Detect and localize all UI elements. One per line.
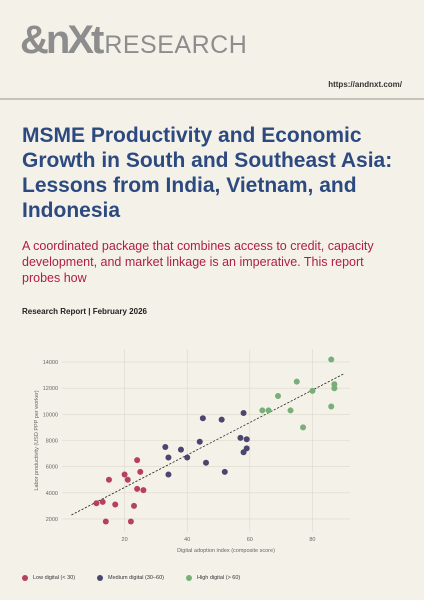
header-divider xyxy=(0,98,424,100)
data-point-series-2 xyxy=(293,378,300,385)
y-tick-label: 6000 xyxy=(46,465,58,471)
data-point-series-0 xyxy=(124,476,131,483)
x-tick-label: 40 xyxy=(184,537,190,543)
x-tick-label: 80 xyxy=(309,537,315,543)
data-point-series-2 xyxy=(275,393,281,400)
data-point-series-1 xyxy=(243,436,250,443)
data-point-series-0 xyxy=(99,498,106,505)
data-point-series-1 xyxy=(162,444,169,451)
data-point-series-2 xyxy=(287,407,294,414)
report-title: MSME Productivity and Economic Growth in… xyxy=(22,123,402,223)
data-point-series-1 xyxy=(240,410,247,417)
data-point-series-2 xyxy=(328,356,335,363)
chart-legend: Low digital (< 30) Medium digital (30–60… xyxy=(22,575,240,581)
data-point-series-2 xyxy=(328,403,335,410)
website-link[interactable]: https://andnxt.com/ xyxy=(328,80,402,89)
data-point-series-0 xyxy=(127,518,134,525)
report-meta: Research Report | February 2026 xyxy=(22,307,147,316)
y-axis-label: Labor productivity (USD PPP per worker) xyxy=(34,390,40,490)
x-tick-label: 60 xyxy=(247,537,253,543)
data-point-series-0 xyxy=(102,518,109,525)
trendline xyxy=(71,373,344,516)
logo-wordmark: RESEARCH xyxy=(104,31,248,59)
y-tick-label: 14000 xyxy=(43,360,58,366)
data-point-series-1 xyxy=(196,438,203,445)
brand-logo[interactable]: &nXt RESEARCH xyxy=(20,18,247,63)
data-point-series-1 xyxy=(177,446,184,453)
legend-swatch-medium xyxy=(97,575,104,581)
legend-swatch-low xyxy=(22,575,28,581)
report-title-rest: Lessons from India, Vietnam, and Indones… xyxy=(22,174,357,222)
data-point-series-1 xyxy=(199,415,206,422)
data-point-series-1 xyxy=(165,454,172,461)
data-point-series-1 xyxy=(184,454,191,461)
data-point-series-0 xyxy=(112,501,119,508)
y-tick-label: 8000 xyxy=(46,439,58,445)
legend-item-low: Low digital (< 30) xyxy=(22,575,75,581)
data-point-series-0 xyxy=(93,500,100,507)
data-point-series-0 xyxy=(134,485,141,492)
legend-label-high: High digital (> 60) xyxy=(197,575,241,581)
data-point-series-2 xyxy=(265,407,272,414)
data-point-series-0 xyxy=(137,468,144,475)
data-point-series-1 xyxy=(237,434,244,441)
data-point-series-0 xyxy=(140,487,147,494)
legend-swatch-high xyxy=(186,575,192,581)
legend-item-medium: Medium digital (30–60) xyxy=(97,575,164,581)
legend-label-medium: Medium digital (30–60) xyxy=(108,575,164,581)
data-point-series-1 xyxy=(165,471,172,478)
data-point-series-0 xyxy=(134,457,141,464)
legend-label-low: Low digital (< 30) xyxy=(33,575,76,581)
scatter-chart: 2000 4000 6000 8000 10000 12000 14000 20 40 60 80 D… xyxy=(34,349,350,554)
data-point-series-0 xyxy=(105,476,112,483)
legend-item-high: High digital (> 60) xyxy=(186,575,240,581)
report-title-bold: MSME Productivity and Economic Growth in… xyxy=(22,124,393,172)
y-tick-label: 4000 xyxy=(46,491,58,497)
data-point-series-1 xyxy=(203,459,209,466)
logo-mark: &nXt xyxy=(20,18,104,62)
y-tick-label: 2000 xyxy=(46,517,58,523)
data-point-series-0 xyxy=(121,471,128,478)
data-point-series-1 xyxy=(218,416,225,423)
y-tick-label: 12000 xyxy=(43,386,58,392)
data-point-series-2 xyxy=(300,424,307,431)
x-tick-label: 20 xyxy=(122,537,128,543)
x-axis-label: Digital adoption index (composite score) xyxy=(177,548,275,554)
data-point-series-0 xyxy=(131,502,137,509)
data-point-series-1 xyxy=(221,468,228,475)
data-point-series-2 xyxy=(309,387,316,394)
report-subtitle: A coordinated package that combines acce… xyxy=(22,239,374,285)
y-tick-label: 10000 xyxy=(43,412,58,418)
data-point-series-2 xyxy=(259,407,266,414)
data-point-series-2 xyxy=(331,385,338,392)
data-point-series-1 xyxy=(243,445,250,452)
